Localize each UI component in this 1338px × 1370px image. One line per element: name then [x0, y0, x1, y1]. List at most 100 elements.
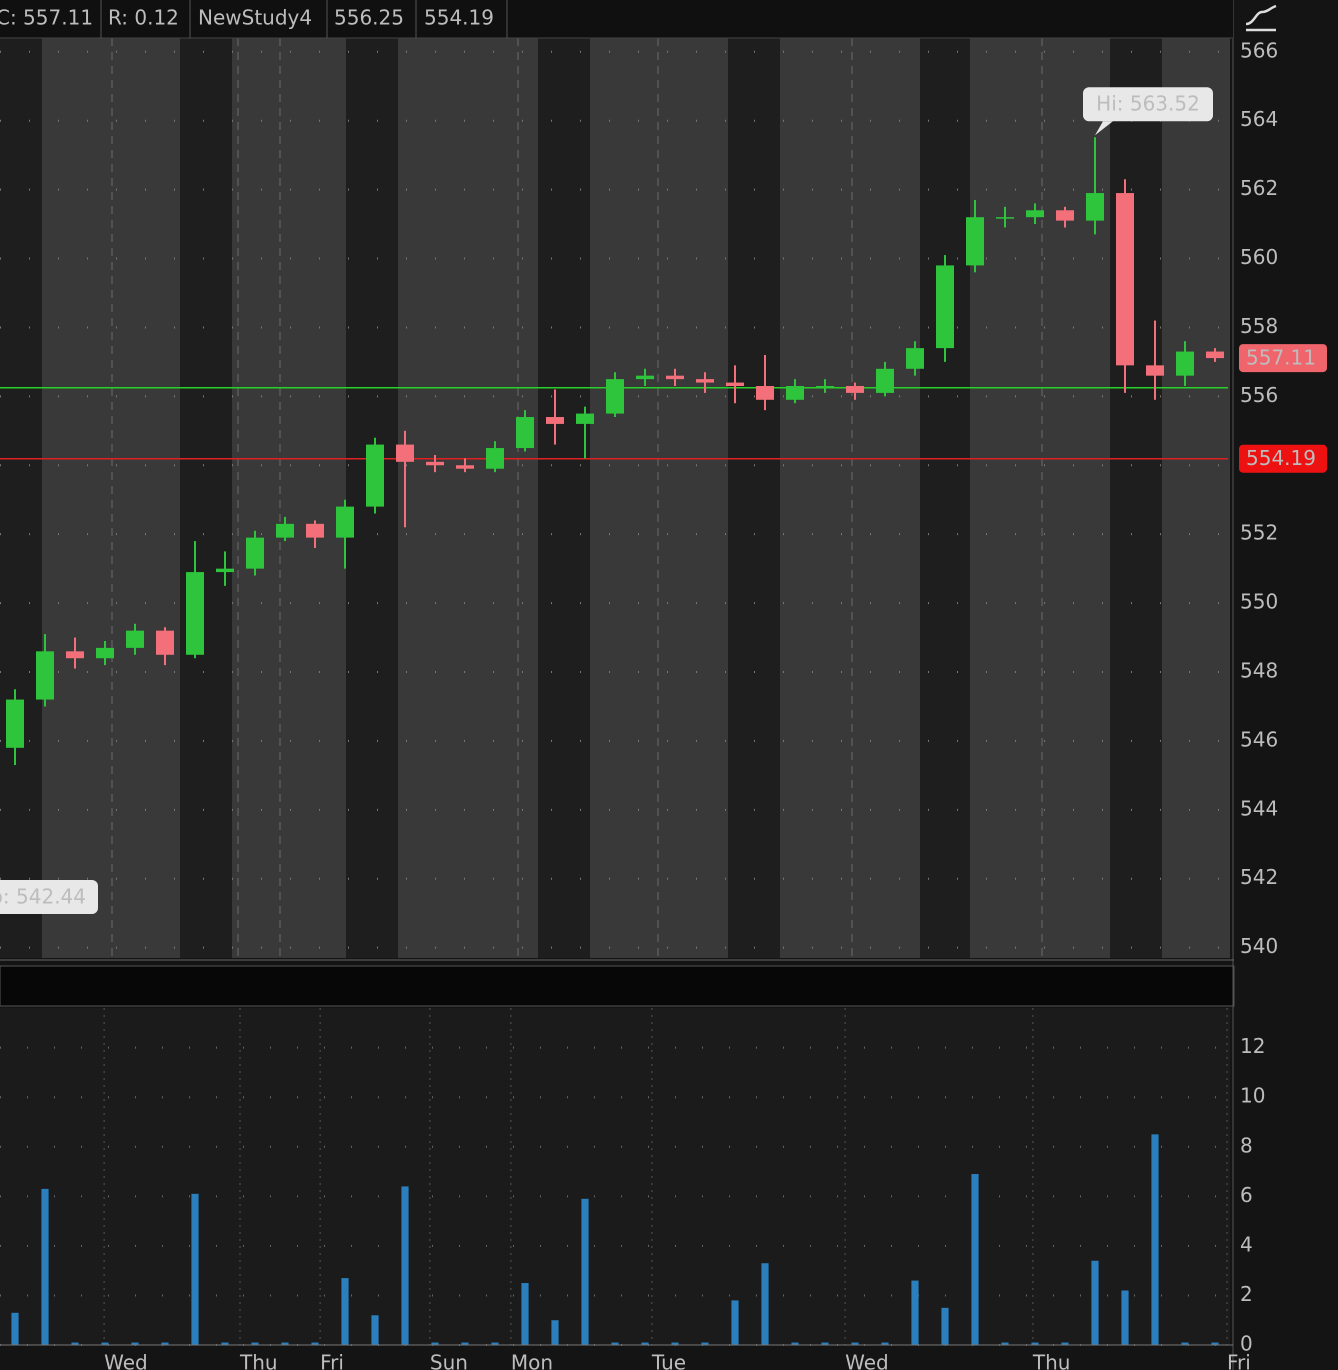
candle: [246, 530, 264, 576]
y-tick-label: 544: [1240, 796, 1278, 820]
candle: [486, 441, 504, 473]
candle: [1176, 341, 1194, 387]
candle: [1206, 348, 1224, 362]
candle-body: [366, 444, 384, 507]
y-tick-label: 4: [1240, 1232, 1253, 1256]
candle-body: [1056, 210, 1074, 221]
volume-bar: [461, 1342, 469, 1345]
x-tick-label: Wed: [845, 1351, 889, 1370]
candle: [636, 368, 654, 387]
candle: [276, 516, 294, 542]
annotation: Lo: 542.44: [0, 885, 86, 909]
band: [590, 38, 728, 958]
volume-bar: [71, 1342, 79, 1345]
price-tag-box: [1239, 444, 1327, 473]
volume-bar: [851, 1342, 859, 1345]
volume-bar: [1181, 1342, 1189, 1345]
candle: [726, 365, 744, 404]
y-tick-label: 564: [1240, 107, 1278, 131]
y-tick-label: 556: [1240, 383, 1278, 407]
candle: [996, 206, 1014, 228]
band: [780, 38, 920, 958]
candle: [906, 341, 924, 376]
candle: [546, 389, 564, 445]
candle-body: [1026, 210, 1044, 218]
volume-bar: [371, 1315, 379, 1345]
candle: [936, 255, 954, 362]
candle-body: [606, 379, 624, 414]
candle: [366, 437, 384, 514]
candle: [66, 637, 84, 669]
volume-bar: [941, 1307, 949, 1345]
y-tick-label: 566: [1240, 38, 1278, 62]
y-tick-label: 558: [1240, 314, 1278, 338]
candle-body: [786, 386, 804, 400]
x-tick-label: Sun: [430, 1351, 468, 1370]
candle-body: [816, 386, 834, 388]
band: [1162, 38, 1230, 958]
candle: [96, 640, 114, 666]
x-tick-label: Fri: [1227, 1351, 1251, 1370]
y-tick-label: 10: [1240, 1084, 1265, 1108]
candle: [846, 382, 864, 400]
candle-body: [636, 375, 654, 380]
volume-bar: [791, 1342, 799, 1345]
volume-bar: [491, 1342, 499, 1345]
volume-bar: [1211, 1342, 1219, 1345]
candle: [126, 623, 144, 655]
volume-bar: [881, 1342, 889, 1345]
candle-body: [1146, 365, 1164, 376]
x-tick-label: Mon: [511, 1351, 553, 1370]
candle-body: [576, 413, 594, 424]
y-tick-label: 2: [1240, 1282, 1253, 1306]
volume-bar: [11, 1312, 19, 1345]
toolbar-item: C: 557.11: [0, 6, 93, 30]
x-tick-label: Thu: [1032, 1351, 1071, 1370]
candle: [576, 406, 594, 459]
y-tick-label: 0: [1240, 1332, 1253, 1356]
y-tick-label: 8: [1240, 1133, 1253, 1157]
volume-bar: [551, 1320, 559, 1345]
volume-bar: [1121, 1290, 1129, 1345]
candle-body: [186, 572, 204, 655]
volume-bar: [1151, 1134, 1159, 1345]
y-tick-label: 12: [1240, 1034, 1265, 1058]
candle-body: [456, 465, 474, 469]
toolbar-item: NewStudy4: [198, 6, 312, 30]
candle: [1086, 137, 1104, 235]
volume-bar: [341, 1278, 349, 1345]
annotation-box: [1083, 87, 1213, 122]
candle-body: [756, 386, 774, 400]
x-tick-label: Tue: [651, 1351, 686, 1370]
volume-bar: [131, 1342, 139, 1345]
x-tick-label: Wed: [104, 1351, 148, 1370]
candle: [1116, 179, 1134, 393]
toolbar-separators: [100, 0, 508, 38]
candle: [216, 551, 234, 586]
candle-body: [36, 651, 54, 700]
candle-body: [306, 523, 324, 538]
volume-bar: [1001, 1342, 1009, 1345]
candle-body: [846, 386, 864, 393]
candle-body: [966, 217, 984, 266]
candle: [876, 361, 894, 397]
toolbar-item: 554.19: [424, 6, 494, 30]
candle-body: [1206, 351, 1224, 359]
volume-bar: [731, 1300, 739, 1345]
session-bands: [0, 38, 1230, 958]
volume-bar: [701, 1342, 709, 1345]
volume-bar: [821, 1342, 829, 1345]
volume-bar: [911, 1280, 919, 1345]
y-tick-label: 560: [1240, 245, 1278, 269]
candle-body: [666, 375, 684, 380]
candle-body: [696, 379, 714, 383]
band: [232, 38, 346, 958]
candle: [6, 689, 24, 766]
chart-style-icon[interactable]: [1245, 4, 1277, 32]
pane-divider: [0, 965, 1235, 1007]
candle-body: [336, 506, 354, 538]
volume-bar: [1061, 1342, 1069, 1345]
volume-bar: [251, 1342, 259, 1345]
volume-pane: [0, 1008, 1230, 1345]
volume-bar: [971, 1174, 979, 1345]
